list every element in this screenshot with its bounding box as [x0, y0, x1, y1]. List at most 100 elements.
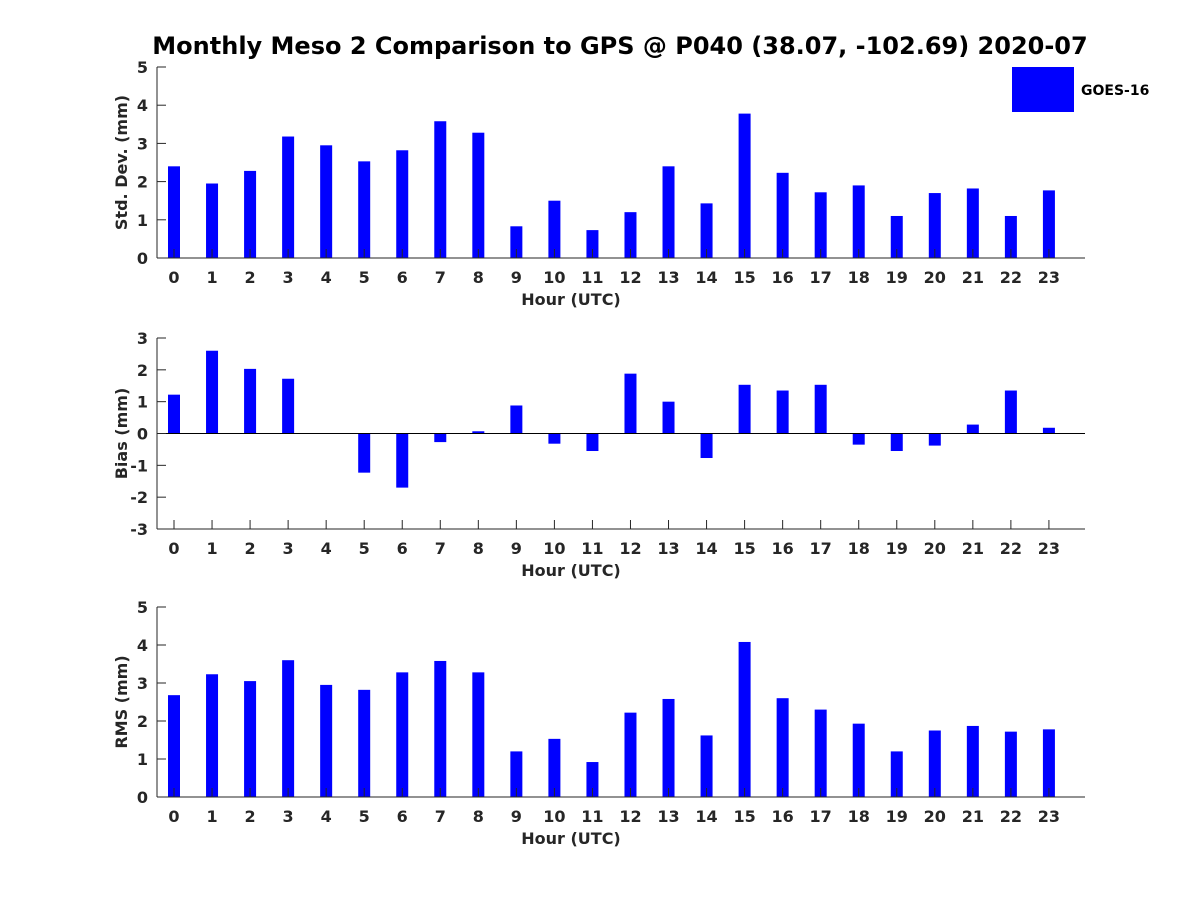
rms-x-tick-label: 7: [435, 807, 446, 826]
std-dev-x-tick-label: 17: [810, 268, 832, 287]
bias-x-tick-label: 10: [543, 539, 565, 558]
bias-x-tick-label: 14: [695, 539, 717, 558]
bias-x-tick-label: 21: [962, 539, 984, 558]
rms-bar-hour-2: [244, 681, 256, 797]
std-dev-x-tick-label: 10: [543, 268, 565, 287]
std-dev-x-tick-label: 13: [657, 268, 679, 287]
std-dev-bar-hour-0: [168, 166, 180, 258]
std-dev-x-tick-label: 16: [772, 268, 794, 287]
rms-y-tick-label: 1: [137, 750, 148, 769]
std-dev-y-tick-label: 0: [137, 249, 148, 268]
std-dev-x-tick-label: 4: [321, 268, 332, 287]
bias-x-tick-label: 0: [168, 539, 179, 558]
rms-bar-hour-14: [701, 735, 713, 797]
bias-x-tick-label: 13: [657, 539, 679, 558]
rms-x-tick-label: 1: [206, 807, 217, 826]
rms-bar-hour-20: [929, 731, 941, 798]
std-dev-x-tick-label: 8: [473, 268, 484, 287]
bias-bar-hour-7: [434, 434, 446, 443]
rms-x-tick-label: 11: [581, 807, 603, 826]
bias-y-tick-label: -3: [130, 520, 148, 539]
std-dev-y-tick-label: 2: [137, 173, 148, 192]
std-dev-x-tick-label: 11: [581, 268, 603, 287]
rms-x-tick-label: 0: [168, 807, 179, 826]
bias-x-tick-label: 18: [848, 539, 870, 558]
std-dev-bar-hour-15: [739, 114, 751, 258]
std-dev-x-tick-label: 2: [245, 268, 256, 287]
bias-x-tick-label: 23: [1038, 539, 1060, 558]
rms-x-tick-label: 10: [543, 807, 565, 826]
std-dev-bar-hour-17: [815, 192, 827, 258]
bias-x-tick-label: 22: [1000, 539, 1022, 558]
rms-x-tick-label: 2: [245, 807, 256, 826]
std-dev-bar-hour-8: [472, 133, 484, 258]
std-dev-bar-hour-6: [396, 150, 408, 258]
rms-x-tick-label: 15: [733, 807, 755, 826]
bias-bar-hour-0: [168, 395, 180, 434]
rms-bar-hour-1: [206, 674, 218, 797]
rms-x-tick-label: 17: [810, 807, 832, 826]
std-dev-y-tick-label: 1: [137, 211, 148, 230]
bias-x-tick-label: 3: [283, 539, 294, 558]
rms-bar-hour-8: [472, 672, 484, 797]
rms-y-tick-label: 5: [137, 598, 148, 617]
rms-x-tick-label: 12: [619, 807, 641, 826]
bias-y-tick-label: 3: [137, 329, 148, 348]
rms-x-tick-label: 20: [924, 807, 946, 826]
legend: GOES-16: [1012, 67, 1149, 112]
bias-bar-hour-23: [1043, 428, 1055, 434]
rms-x-tick-label: 6: [397, 807, 408, 826]
legend-swatch: [1012, 67, 1074, 112]
rms-bar-hour-6: [396, 672, 408, 797]
std-dev-y-tick-label: 4: [137, 96, 148, 115]
std-dev-x-tick-label: 12: [619, 268, 641, 287]
bias-x-tick-label: 19: [886, 539, 908, 558]
rms-x-tick-label: 8: [473, 807, 484, 826]
bias-bar-hour-2: [244, 369, 256, 434]
std-dev-x-tick-label: 0: [168, 268, 179, 287]
std-dev-x-tick-label: 6: [397, 268, 408, 287]
rms-x-tick-label: 23: [1038, 807, 1060, 826]
rms-x-tick-label: 13: [657, 807, 679, 826]
bias-x-tick-label: 2: [245, 539, 256, 558]
std-dev-y-tick-label: 5: [137, 58, 148, 77]
bias-x-tick-label: 1: [206, 539, 217, 558]
bias-bar-hour-19: [891, 434, 903, 452]
std-dev-bar-hour-2: [244, 171, 256, 258]
std-dev-bar-hour-13: [663, 166, 675, 258]
std-dev-x-tick-label: 5: [359, 268, 370, 287]
rms-bar-hour-16: [777, 698, 789, 797]
bias-x-tick-label: 15: [733, 539, 755, 558]
rms-bar-hour-18: [853, 724, 865, 797]
bias-x-tick-label: 8: [473, 539, 484, 558]
std-dev-x-tick-label: 9: [511, 268, 522, 287]
rms-bar-hour-17: [815, 710, 827, 797]
bias-x-tick-label: 12: [619, 539, 641, 558]
bias-x-tick-label: 4: [321, 539, 332, 558]
rms-x-tick-label: 22: [1000, 807, 1022, 826]
std-dev-bar-hour-5: [358, 161, 370, 258]
rms-x-tick-label: 21: [962, 807, 984, 826]
std-dev-x-tick-label: 18: [848, 268, 870, 287]
bias-y-tick-label: 1: [137, 393, 148, 412]
std-dev-bar-hour-3: [282, 137, 294, 258]
bias-bar-hour-21: [967, 425, 979, 434]
rms-x-tick-label: 3: [283, 807, 294, 826]
bias-bar-hour-20: [929, 434, 941, 446]
rms-bar-hour-21: [967, 726, 979, 797]
bias-bar-hour-12: [624, 374, 636, 434]
bias-y-tick-label: 0: [137, 425, 148, 444]
bias-y-tick-label: -1: [130, 456, 148, 475]
bias-bar-hour-16: [777, 391, 789, 434]
bias-bar-hour-1: [206, 351, 218, 434]
bias-bar-hour-14: [701, 434, 713, 459]
bias-bar-hour-11: [586, 434, 598, 452]
bias-bar-hour-13: [663, 402, 675, 434]
rms-y-axis-label: RMS (mm): [112, 655, 131, 748]
std-dev-x-tick-label: 1: [206, 268, 217, 287]
bias-x-tick-label: 16: [772, 539, 794, 558]
bias-x-axis-label: Hour (UTC): [521, 561, 621, 580]
